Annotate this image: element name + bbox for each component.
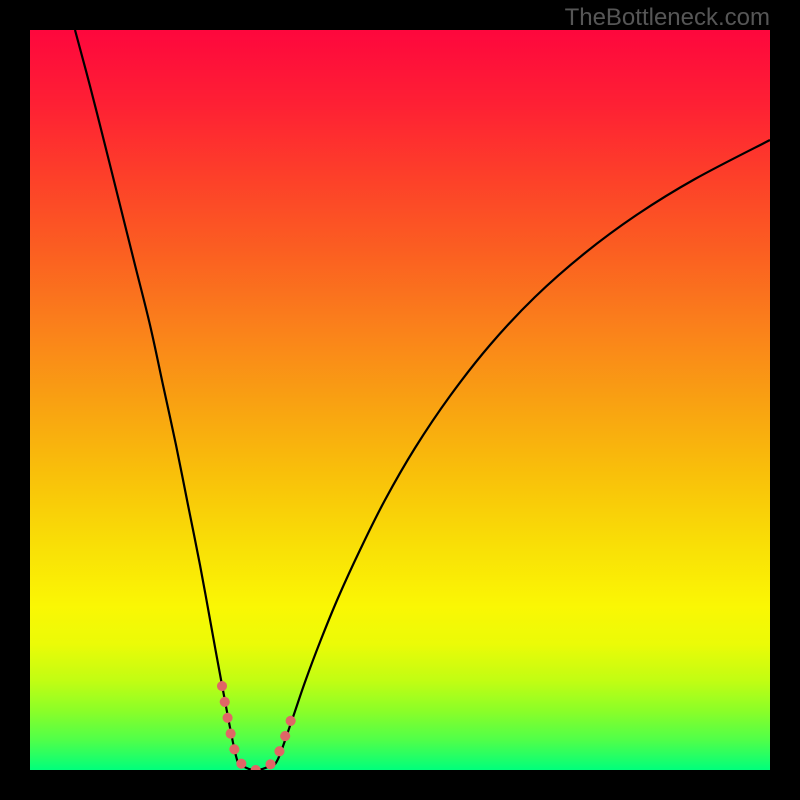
plot-area [30,30,770,770]
bottleneck-chart [0,0,800,800]
